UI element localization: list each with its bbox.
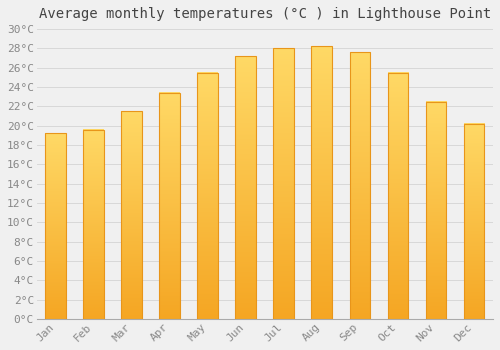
Bar	[274, 48, 294, 319]
Bar	[122, 111, 142, 319]
Bar	[426, 102, 446, 319]
Title: Average monthly temperatures (°C ) in Lighthouse Point: Average monthly temperatures (°C ) in Li…	[39, 7, 491, 21]
Bar	[198, 72, 218, 319]
Bar	[84, 130, 104, 319]
Bar	[388, 72, 408, 319]
Bar	[464, 124, 484, 319]
Bar	[312, 47, 332, 319]
Bar	[46, 133, 66, 319]
Bar	[236, 56, 256, 319]
Bar	[350, 52, 370, 319]
Bar	[160, 93, 180, 319]
